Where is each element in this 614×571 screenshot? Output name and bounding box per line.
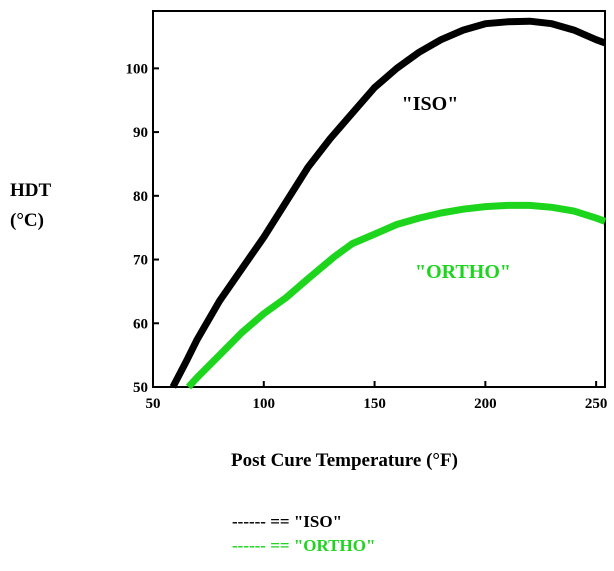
y-tick-label: 100 (126, 61, 149, 77)
y-tick-label: 60 (133, 316, 148, 332)
series-layer (169, 17, 607, 390)
y-tick-label: 50 (133, 380, 148, 396)
legend-line-ortho: ------ (232, 536, 266, 555)
legend-text-ortho: == "ORTHO" (270, 536, 376, 555)
annotation-ortho: "ORTHO" (415, 261, 511, 283)
x-tick-label: 100 (253, 396, 276, 412)
legend-line-iso: ------ (232, 512, 266, 531)
x-tick-label: 250 (585, 396, 608, 412)
y-axis-label-line2: (°C) (10, 210, 44, 231)
chart-svg: 50 100 150 200 250 50 60 70 80 90 100 "ISO" "ORTHO" (126, 10, 608, 412)
x-tick-label: 200 (474, 396, 497, 412)
series-line-iso (169, 17, 607, 389)
legend-item-iso: ------ == "ISO" (232, 512, 342, 532)
legend-text-iso: == "ISO" (270, 512, 343, 531)
plot-frame (152, 10, 606, 388)
plot-area (152, 10, 606, 388)
x-tick-label: 50 (146, 396, 161, 412)
axis-ticks: 50 100 150 200 250 50 60 70 80 90 100 (126, 61, 608, 412)
annotations: "ISO" "ORTHO" (402, 93, 511, 283)
y-axis-label-line1: HDT (10, 180, 52, 201)
y-tick-label: 70 (133, 253, 148, 269)
series-line-ortho (185, 201, 607, 390)
x-axis-label: Post Cure Temperature (°F) (231, 450, 458, 471)
annotation-iso: "ISO" (402, 93, 459, 115)
legend-item-ortho: ------ == "ORTHO" (232, 536, 375, 556)
y-tick-label: 80 (133, 189, 148, 205)
y-tick-label: 90 (133, 125, 148, 141)
x-tick-label: 150 (363, 396, 386, 412)
